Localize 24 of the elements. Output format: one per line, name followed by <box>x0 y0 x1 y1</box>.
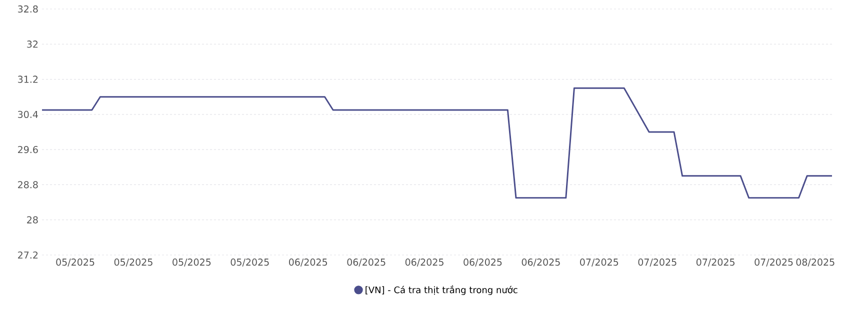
x-tick-label: 07/2025 <box>638 258 676 266</box>
x-tick-label: 06/2025 <box>405 258 444 266</box>
legend-label: [VN] - Cá tra thịt trắng trong nước <box>366 285 518 295</box>
x-tick-label: 05/2025 <box>114 258 152 266</box>
x-tick-label: 05/2025 <box>172 258 211 266</box>
x-tick-label: 06/2025 <box>347 258 386 266</box>
x-tick-label: 05/2025 <box>230 258 269 266</box>
y-tick-label: 32 <box>27 40 38 48</box>
x-tick-label: 07/2025 <box>754 258 793 266</box>
y-tick-label: 28 <box>27 216 38 224</box>
y-tick-label: 28.8 <box>18 181 38 188</box>
y-tick-label: 32.8 <box>18 5 38 13</box>
x-tick-label: 06/2025 <box>289 258 328 266</box>
line-series <box>42 87 832 199</box>
y-tick-label: 30.4 <box>18 110 38 118</box>
x-tick-label: 05/2025 <box>56 258 94 266</box>
y-tick-label: 29.6 <box>18 146 38 154</box>
y-tick-label: 27.2 <box>18 251 38 259</box>
x-tick-label: 07/2025 <box>696 258 734 266</box>
x-tick-label: 06/2025 <box>522 258 560 266</box>
x-tick-label: 06/2025 <box>464 258 502 266</box>
x-tick-label: 07/2025 <box>580 258 618 266</box>
x-tick-label: 08/2025 <box>796 258 834 266</box>
y-tick-label: 31.2 <box>18 76 38 83</box>
